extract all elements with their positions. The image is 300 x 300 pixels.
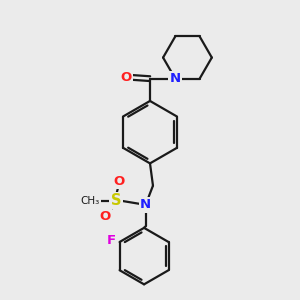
Text: O: O	[113, 175, 124, 188]
Text: S: S	[86, 196, 94, 206]
Text: CH₃: CH₃	[80, 196, 100, 206]
Text: N: N	[170, 72, 181, 85]
Text: N: N	[140, 199, 151, 212]
Text: O: O	[121, 71, 132, 84]
Text: F: F	[107, 234, 116, 247]
Text: O: O	[100, 210, 111, 224]
Text: S: S	[111, 193, 121, 208]
